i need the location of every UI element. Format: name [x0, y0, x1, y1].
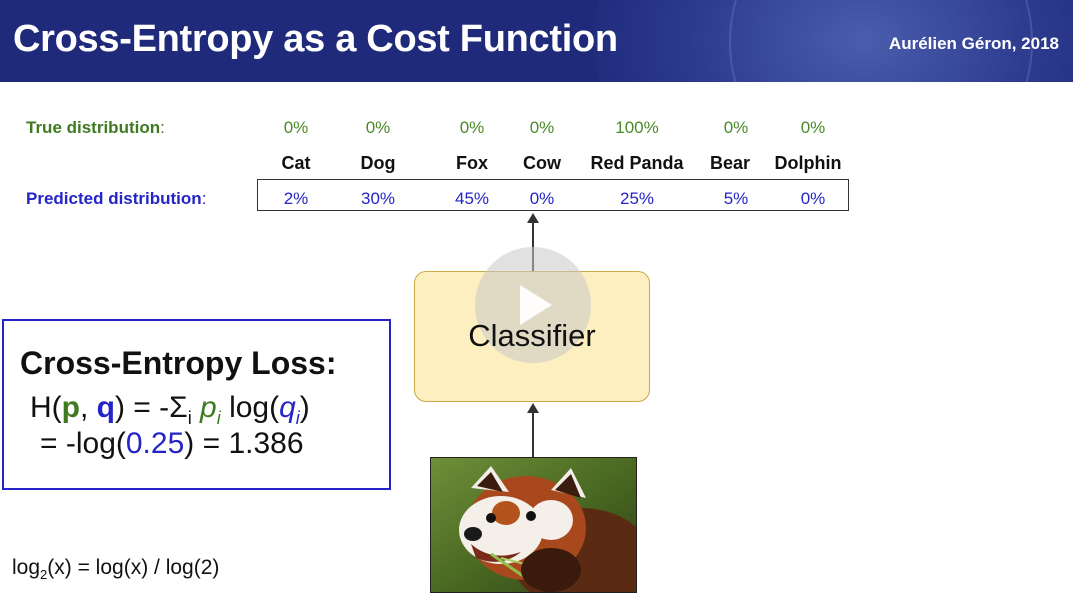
predicted-value-bear: 5%	[723, 189, 749, 208]
loss-result: = -log(0.25) = 1.386	[40, 427, 304, 460]
loss-title: Cross-Entropy Loss:	[20, 345, 337, 381]
predicted-value-red-panda: 25%	[619, 189, 655, 208]
arrow-classifier-to-output	[532, 222, 534, 271]
header-ring	[729, 0, 1033, 82]
true-value-fox: 0%	[459, 118, 485, 137]
true-value-cat: 0%	[283, 118, 309, 137]
predicted-distribution-label: Predicted distribution:	[26, 189, 207, 208]
true-distribution-label: True distribution:	[26, 118, 165, 137]
true-value-bear: 0%	[723, 118, 749, 137]
category-dog: Dog	[360, 153, 396, 173]
red-panda-image	[430, 457, 637, 593]
arrow-up-icon	[527, 403, 539, 413]
red-panda-illustration	[431, 458, 636, 592]
category-cow: Cow	[523, 153, 561, 173]
predicted-value-dog: 30%	[360, 189, 396, 208]
slide-author: Aurélien Géron, 2018	[888, 34, 1059, 53]
arrow-image-to-classifier	[532, 412, 534, 458]
cross-entropy-loss-box	[2, 319, 391, 490]
category-bear: Bear	[709, 153, 751, 173]
slide-title: Cross-Entropy as a Cost Function	[13, 18, 618, 60]
play-icon[interactable]	[520, 285, 552, 325]
log-base-note: log2(x) = log(x) / log(2)	[12, 556, 220, 583]
true-value-red-panda: 100%	[615, 118, 659, 137]
category-fox: Fox	[455, 153, 488, 173]
classifier-label: Classifier	[468, 318, 596, 353]
arrow-up-icon	[527, 213, 539, 223]
predicted-value-fox: 45%	[454, 189, 490, 208]
predicted-value-dolphin: 0%	[800, 189, 826, 208]
true-value-dolphin: 0%	[800, 118, 826, 137]
slide-header: Cross-Entropy as a Cost Function Aurélie…	[0, 0, 1073, 82]
predicted-value-cow: 0%	[529, 189, 555, 208]
category-dolphin: Dolphin	[774, 153, 842, 173]
category-red-panda: Red Panda	[590, 153, 684, 173]
category-cat: Cat	[281, 153, 311, 173]
true-value-dog: 0%	[365, 118, 391, 137]
predicted-value-cat: 2%	[283, 189, 309, 208]
true-value-cow: 0%	[529, 118, 555, 137]
predicted-distribution-box	[257, 179, 849, 211]
loss-formula: H(p, q) = -Σi pi log(qi)	[30, 391, 310, 428]
